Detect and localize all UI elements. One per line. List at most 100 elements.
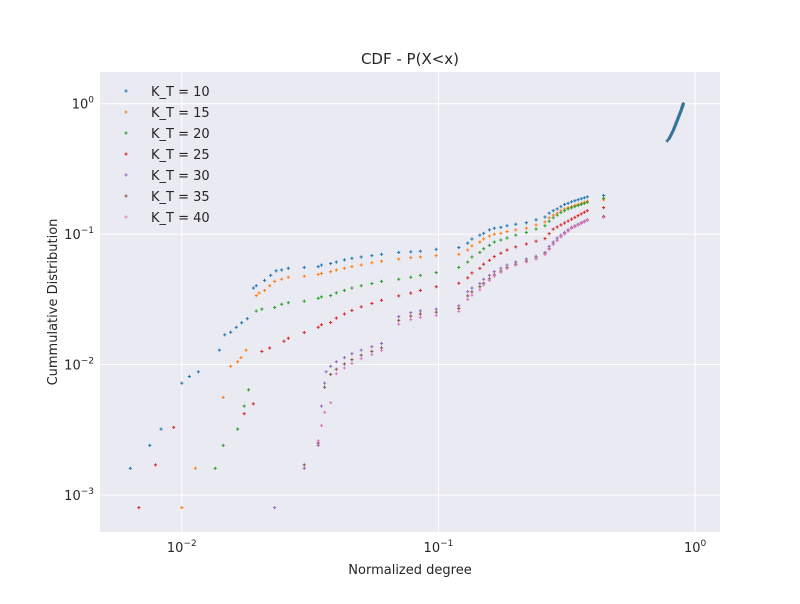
data-point xyxy=(492,255,496,259)
data-point xyxy=(514,263,518,267)
data-point xyxy=(242,404,246,408)
data-point xyxy=(236,427,240,431)
data-point xyxy=(418,273,422,277)
data-point xyxy=(322,385,327,389)
data-point xyxy=(370,345,374,349)
data-point xyxy=(559,210,563,215)
data-point xyxy=(478,281,482,286)
data-point xyxy=(159,427,163,431)
data-point xyxy=(505,267,509,271)
data-points xyxy=(128,102,685,510)
data-point xyxy=(418,315,422,319)
data-point xyxy=(466,241,470,245)
data-point xyxy=(319,424,324,428)
data-point xyxy=(329,293,333,298)
data-point xyxy=(286,275,290,279)
data-point xyxy=(562,221,567,225)
data-point xyxy=(547,211,551,215)
data-point xyxy=(409,256,413,260)
tick-base: 10 xyxy=(684,541,701,556)
tick-base: 10 xyxy=(167,541,184,556)
data-point xyxy=(379,341,384,346)
data-point xyxy=(492,274,496,278)
data-point xyxy=(342,258,346,262)
data-point xyxy=(551,242,555,247)
data-point xyxy=(562,232,567,236)
data-point xyxy=(487,278,492,282)
data-point xyxy=(524,221,528,225)
legend-item: K_T = 15 xyxy=(124,106,210,121)
data-point xyxy=(128,466,132,470)
data-point xyxy=(379,279,384,283)
data-point xyxy=(470,271,474,275)
data-point xyxy=(418,309,422,313)
y-tick-label: 10−2 xyxy=(64,357,94,374)
data-point xyxy=(397,250,401,255)
data-point xyxy=(418,249,422,253)
data-point xyxy=(569,226,574,231)
data-point xyxy=(499,225,503,229)
data-point xyxy=(482,277,486,281)
data-point xyxy=(273,279,277,283)
data-point xyxy=(499,251,503,255)
grid-lines xyxy=(100,72,720,532)
data-point xyxy=(268,346,272,350)
legend-label: K_T = 40 xyxy=(151,211,210,226)
data-point xyxy=(286,301,290,305)
x-tick-label: 10−1 xyxy=(424,539,454,556)
series-7 xyxy=(316,215,606,443)
data-point xyxy=(457,281,461,285)
data-point xyxy=(566,219,570,223)
data-point xyxy=(555,225,559,229)
tick-exponent: 0 xyxy=(88,96,94,106)
data-point xyxy=(316,265,320,269)
data-point xyxy=(457,309,461,314)
data-point xyxy=(316,272,320,277)
data-point xyxy=(478,233,482,237)
data-point xyxy=(286,266,290,270)
data-point xyxy=(269,273,273,277)
tick-exponent: 0 xyxy=(701,539,707,549)
legend-item: K_T = 25 xyxy=(124,148,210,163)
data-point xyxy=(582,210,586,214)
data-point xyxy=(334,372,338,376)
data-point xyxy=(514,233,518,237)
data-point xyxy=(524,230,528,235)
data-point xyxy=(302,330,306,335)
data-point xyxy=(137,505,141,510)
data-point xyxy=(466,297,470,302)
tick-base: 10 xyxy=(64,489,81,504)
data-point xyxy=(566,207,570,211)
data-point xyxy=(223,333,227,337)
data-point xyxy=(585,200,589,204)
data-point xyxy=(409,314,413,318)
tick-exponent: −2 xyxy=(183,539,196,549)
data-point xyxy=(322,381,327,385)
data-point xyxy=(280,268,284,272)
tick-base: 10 xyxy=(64,228,81,243)
data-point xyxy=(196,370,200,374)
data-point xyxy=(566,201,570,205)
data-point xyxy=(562,209,567,213)
data-point xyxy=(229,330,233,334)
data-point xyxy=(397,315,401,319)
data-point xyxy=(180,381,184,385)
data-point xyxy=(213,466,217,470)
data-point xyxy=(505,229,509,234)
legend-label: K_T = 35 xyxy=(151,190,210,205)
data-point xyxy=(534,257,538,261)
data-point xyxy=(470,286,474,290)
data-point xyxy=(602,193,606,198)
data-point xyxy=(334,360,338,364)
data-point xyxy=(602,196,606,200)
data-point xyxy=(487,258,492,262)
legend-marker xyxy=(124,194,128,198)
data-point xyxy=(457,252,461,256)
data-point xyxy=(268,284,272,288)
data-point xyxy=(187,374,191,379)
data-point xyxy=(579,197,583,201)
data-point xyxy=(579,202,583,206)
data-point xyxy=(457,304,461,308)
series-1 xyxy=(128,193,606,470)
